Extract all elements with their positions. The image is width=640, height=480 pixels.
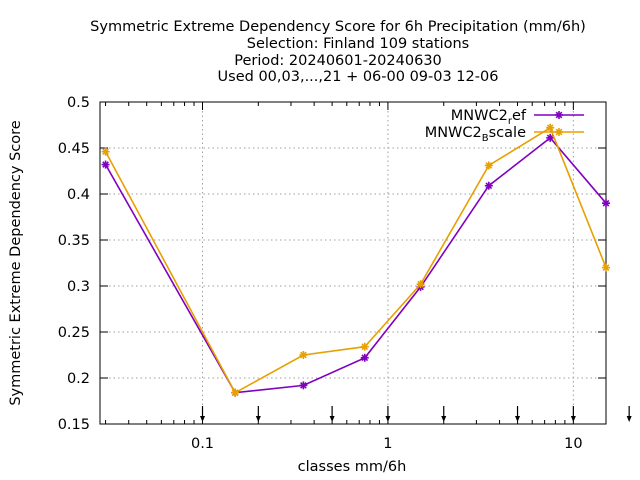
chart-title-line-1: Symmetric Extreme Dependency Score for 6… (90, 19, 586, 35)
x-tick-label: 1 (383, 436, 392, 452)
class-marker-arrowhead (200, 416, 206, 422)
y-tick-label: 0.25 (58, 325, 90, 341)
y-axis-label: Symmetric Extreme Dependency Score (8, 120, 24, 405)
x-tick-label: 0.1 (191, 436, 214, 452)
legend: MNWC2ref MNWC2Bscale (425, 108, 584, 144)
plot-border (99, 101, 607, 425)
y-tick-label: 0.35 (58, 233, 90, 249)
class-marker-arrowhead (441, 416, 447, 422)
series-1-point (299, 381, 308, 390)
series-1-point (484, 181, 493, 190)
marker-stroke (485, 182, 493, 190)
marker-stroke (102, 148, 109, 156)
class-marker-arrowhead (570, 416, 576, 422)
series-2-point (231, 388, 240, 397)
chart-title-line-3: Period: 20240601-20240630 (234, 53, 442, 69)
series-2-point (101, 147, 110, 156)
y-tick-label: 0.3 (67, 279, 90, 295)
class-marker-arrowhead (329, 416, 335, 422)
class-marker-arrowhead (515, 416, 521, 422)
series-2-point (484, 161, 493, 170)
marker-stroke (485, 162, 493, 169)
series-2-point (546, 123, 555, 132)
series-1-point (546, 133, 555, 142)
marker-stroke (602, 199, 610, 207)
chart-title-line-2: Selection: Finland 109 stations (247, 36, 469, 52)
marker-stroke (300, 381, 307, 389)
legend-entry-2-marker (555, 128, 563, 136)
marker-stroke (231, 389, 239, 397)
y-tick-label: 0.2 (67, 371, 90, 387)
series-1-line (104, 136, 607, 394)
series-1-point (360, 353, 369, 362)
marker-stroke (555, 111, 563, 119)
marker-stroke (602, 264, 610, 271)
y-tick-label: 0.5 (67, 95, 90, 111)
axes: 0.15 0.2 0.25 0.3 0.35 0.4 0.45 0.5 0.1 1 10 (58, 95, 607, 452)
marker-stroke (546, 134, 554, 142)
x-tick-label: 10 (564, 436, 582, 452)
legend-entry-2-label: MNWC2Bscale (425, 125, 526, 144)
class-marker-arrowhead (255, 416, 261, 422)
x-axis-label: classes mm/6h (298, 459, 407, 475)
class-marker-arrowhead (385, 416, 391, 422)
series-2-line (104, 126, 607, 394)
marker-stroke (361, 343, 369, 351)
grid-lines (100, 102, 606, 424)
series-2-point (360, 342, 369, 351)
marker-stroke (300, 351, 307, 359)
series-1-point (602, 199, 610, 208)
class-marker-arrowhead (626, 416, 632, 422)
legend-entry-1-marker (555, 111, 563, 119)
y-tick-label: 0.45 (58, 141, 90, 157)
series-2-point (416, 280, 425, 289)
series-2-point (299, 351, 308, 359)
series-2 (101, 123, 610, 397)
series-2-point (602, 263, 610, 272)
series-1 (101, 133, 610, 397)
marker-stroke (555, 128, 563, 136)
legend-entry-1-label: MNWC2ref (451, 108, 527, 127)
y-tick-label: 0.4 (67, 187, 90, 203)
series-1-point (101, 160, 110, 169)
y-tick-label: 0.15 (58, 417, 90, 433)
marker-stroke (546, 124, 554, 132)
marker-stroke (417, 280, 424, 288)
class-markers (200, 406, 632, 422)
marker-stroke (102, 161, 109, 168)
chart-title-line-4: Used 00,03,...,21 + 06-00 09-03 12-06 (218, 69, 499, 85)
series-layer (101, 123, 610, 397)
marker-stroke (361, 354, 369, 362)
